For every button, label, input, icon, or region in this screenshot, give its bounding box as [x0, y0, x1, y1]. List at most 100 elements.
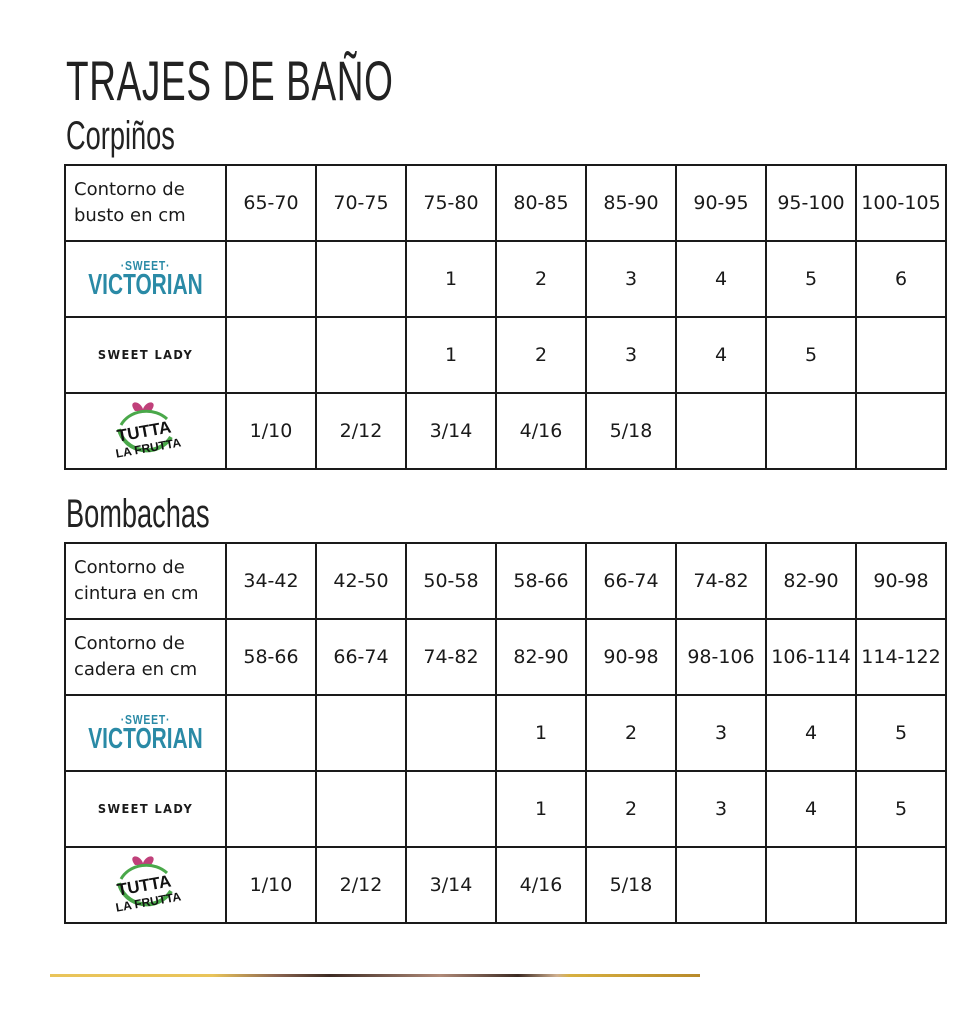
size-cell: 1: [404, 316, 497, 394]
size-cell: 4: [674, 316, 767, 394]
row-label: SWEET LADY: [64, 316, 227, 394]
brand-row: TUTTA LA FRUTTA 1/10 2/12 3/14 4/16 5/18: [64, 392, 947, 470]
row-label: TUTTA LA FRUTTA: [64, 392, 227, 470]
size-cell: 90-98: [584, 618, 677, 696]
size-cell: 106-114: [764, 618, 857, 696]
page-title: TRAJES DE BAÑO: [66, 49, 394, 112]
size-cell: 90-98: [854, 542, 947, 620]
size-cell: 100-105: [854, 164, 947, 242]
size-cell: 1/10: [224, 392, 317, 470]
size-cell: 75-80: [404, 164, 497, 242]
size-cell: 5: [854, 694, 947, 772]
size-cell: 1/10: [224, 846, 317, 924]
size-cell: 95-100: [764, 164, 857, 242]
size-cell: 3: [674, 694, 767, 772]
size-cell: 98-106: [674, 618, 767, 696]
size-cell: 4: [674, 240, 767, 318]
size-cell: [854, 846, 947, 924]
size-cell: [764, 846, 857, 924]
size-cell: [314, 240, 407, 318]
size-cell: 34-42: [224, 542, 317, 620]
size-cell: 2: [584, 694, 677, 772]
size-cell: 3: [584, 240, 677, 318]
size-cell: 66-74: [584, 542, 677, 620]
size-cell: 74-82: [404, 618, 497, 696]
size-cell: 58-66: [224, 618, 317, 696]
size-cell: 65-70: [224, 164, 317, 242]
brand-row: ·SWEET· VICTORIAN 1 2 3 4 5 6: [64, 240, 947, 318]
size-cell: 50-58: [404, 542, 497, 620]
sweet-lady-logo: SWEET LADY: [97, 802, 194, 816]
size-cell: 85-90: [584, 164, 677, 242]
size-cell: 3: [674, 770, 767, 848]
size-cell: [854, 316, 947, 394]
row-label: ·SWEET· VICTORIAN: [64, 240, 227, 318]
size-cell: [224, 770, 317, 848]
sweet-victorian-logo: ·SWEET· VICTORIAN: [88, 257, 203, 301]
row-label: Contorno de cintura en cm: [64, 542, 227, 620]
size-cell: 2: [584, 770, 677, 848]
row-label: Contorno de busto en cm: [64, 164, 227, 242]
sweet-lady-logo: SWEET LADY: [97, 348, 194, 362]
corpinos-size-table: Contorno de busto en cm 65-70 70-75 75-80 80…: [64, 164, 947, 470]
size-cell: [314, 770, 407, 848]
section-heading-corpinos: Corpiños: [66, 114, 175, 158]
size-cell: 3: [584, 316, 677, 394]
size-cell: [404, 770, 497, 848]
size-cell: 5/18: [584, 392, 677, 470]
size-cell: [314, 316, 407, 394]
size-cell: 5/18: [584, 846, 677, 924]
size-cell: [314, 694, 407, 772]
size-cell: 90-95: [674, 164, 767, 242]
size-cell: 114-122: [854, 618, 947, 696]
size-cell: [224, 316, 317, 394]
row-label: ·SWEET· VICTORIAN: [64, 694, 227, 772]
size-cell: 2/12: [314, 846, 407, 924]
size-cell: 58-66: [494, 542, 587, 620]
size-cell: [224, 240, 317, 318]
header-row: Contorno de busto en cm 65-70 70-75 75-80 80…: [64, 164, 947, 242]
size-cell: 5: [764, 240, 857, 318]
row-label: Contorno de cadera en cm: [64, 618, 227, 696]
size-cell: 6: [854, 240, 947, 318]
size-cell: [674, 846, 767, 924]
size-cell: 4/16: [494, 392, 587, 470]
size-cell: 5: [854, 770, 947, 848]
size-cell: 3/14: [404, 846, 497, 924]
size-cell: 2: [494, 316, 587, 394]
size-cell: 1: [494, 770, 587, 848]
size-cell: [764, 392, 857, 470]
size-cell: 3/14: [404, 392, 497, 470]
size-cell: 5: [764, 316, 857, 394]
sweet-victorian-logo: ·SWEET· VICTORIAN: [88, 711, 203, 755]
brand-row: ·SWEET· VICTORIAN 1 2 3 4 5: [64, 694, 947, 772]
size-cell: 4: [764, 770, 857, 848]
size-cell: 70-75: [314, 164, 407, 242]
size-cell: 2: [494, 240, 587, 318]
row-label: TUTTA LA FRUTTA: [64, 846, 227, 924]
size-cell: [224, 694, 317, 772]
size-cell: 74-82: [674, 542, 767, 620]
size-cell: 2/12: [314, 392, 407, 470]
size-cell: 1: [404, 240, 497, 318]
size-cell: 4: [764, 694, 857, 772]
brand-row: SWEET LADY 1 2 3 4 5: [64, 770, 947, 848]
footer-rule: [50, 974, 700, 977]
size-cell: [674, 392, 767, 470]
row-label: SWEET LADY: [64, 770, 227, 848]
bombachas-size-table: Contorno de cintura en cm 34-42 42-50 50-58…: [64, 542, 947, 924]
size-cell: 66-74: [314, 618, 407, 696]
size-cell: 42-50: [314, 542, 407, 620]
header-row: Contorno de cintura en cm 34-42 42-50 50-58…: [64, 542, 947, 620]
size-cell: 82-90: [764, 542, 857, 620]
size-cell: 1: [494, 694, 587, 772]
size-cell: [404, 694, 497, 772]
brand-row: TUTTA LA FRUTTA 1/10 2/12 3/14 4/16 5/18: [64, 846, 947, 924]
brand-row: SWEET LADY 1 2 3 4 5: [64, 316, 947, 394]
section-heading-bombachas: Bombachas: [66, 492, 210, 536]
size-cell: [854, 392, 947, 470]
size-cell: 80-85: [494, 164, 587, 242]
size-cell: 82-90: [494, 618, 587, 696]
